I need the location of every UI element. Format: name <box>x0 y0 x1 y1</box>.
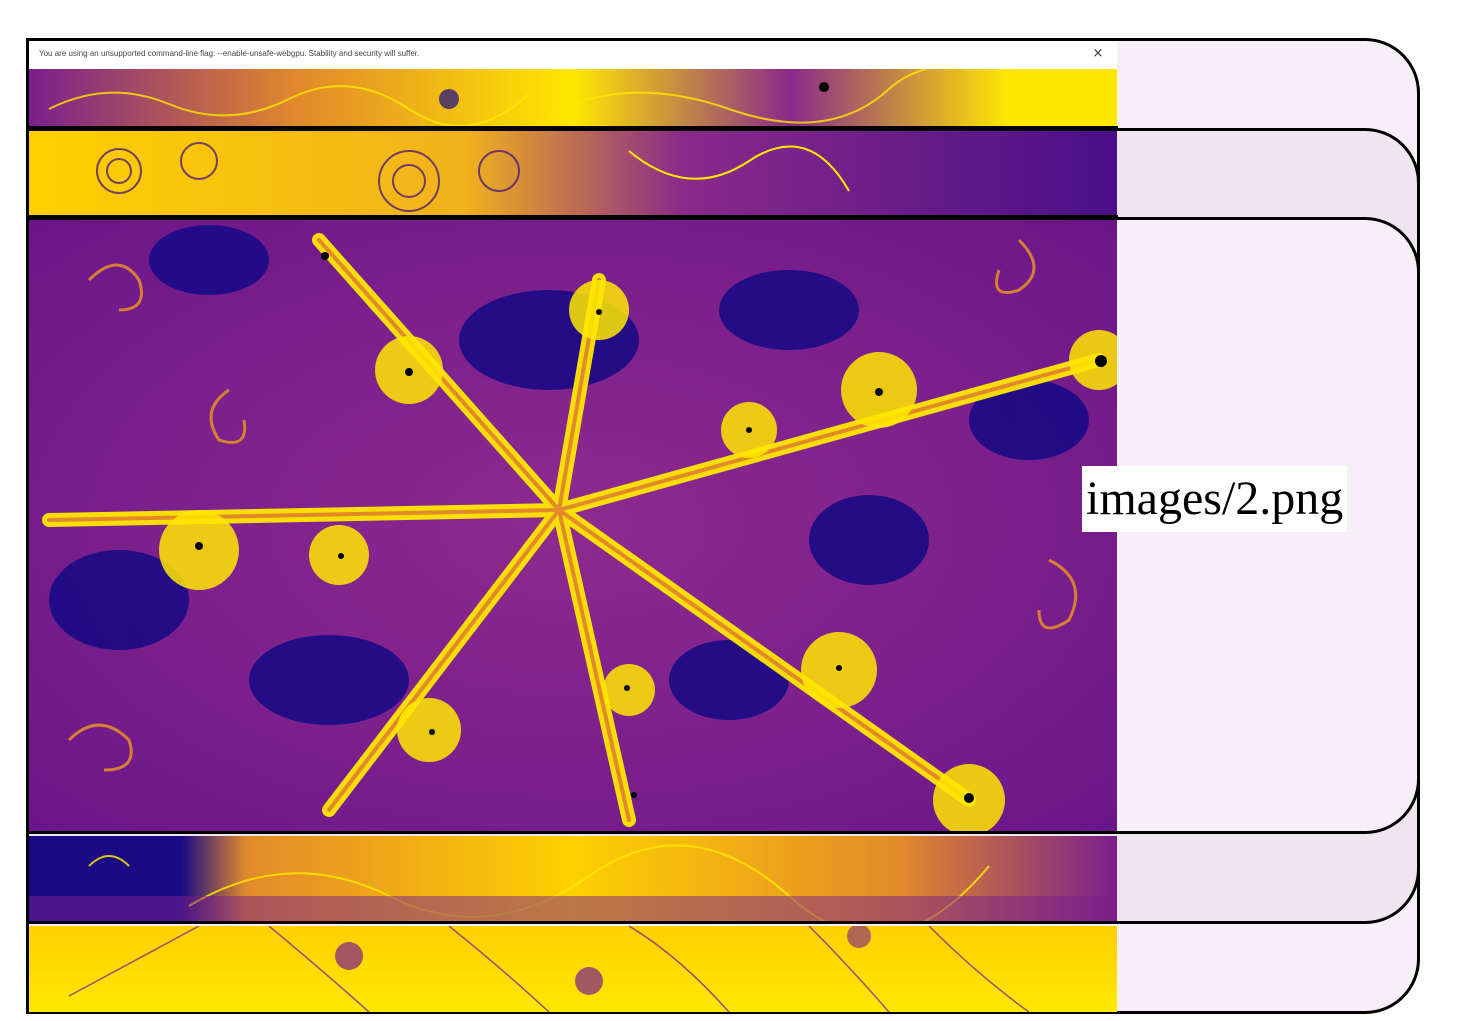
fractal-strip-top <box>29 69 1117 126</box>
card-divider-4 <box>26 921 1118 924</box>
fractal-image-main <box>29 220 1117 831</box>
card-divider-3 <box>26 831 1118 834</box>
unsupported-flag-infobar: You are using an unsupported command-lin… <box>29 41 1117 69</box>
fractal-strip-lower <box>29 836 1117 922</box>
infobar-message: You are using an unsupported command-lin… <box>39 49 420 58</box>
fractal-strip-spirals <box>29 131 1117 216</box>
close-icon[interactable]: × <box>1089 45 1107 63</box>
image-path-label: images/2.png <box>1082 466 1348 532</box>
card-divider-2 <box>26 215 1118 218</box>
fractal-strip-bottom <box>29 926 1117 1012</box>
card-divider-1 <box>26 126 1118 129</box>
